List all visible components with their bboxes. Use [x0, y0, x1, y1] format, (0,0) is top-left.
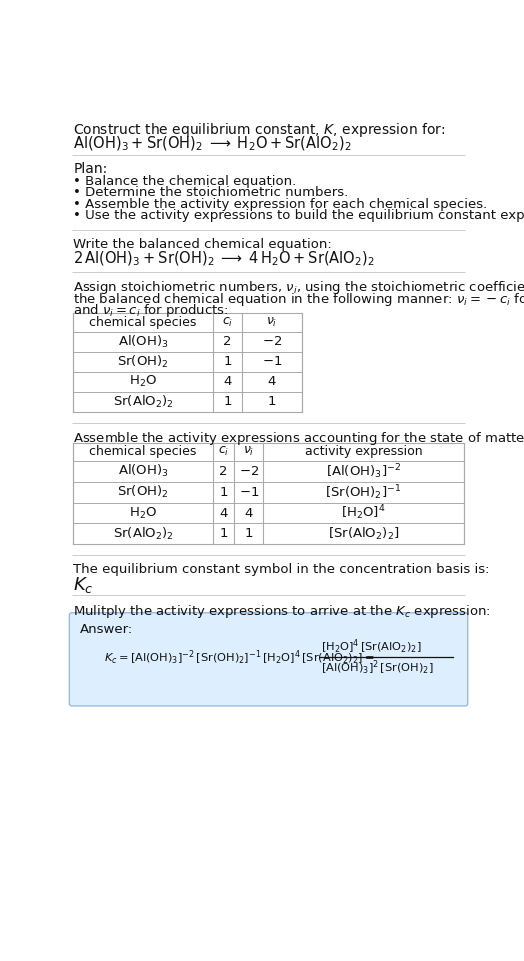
- Text: 2: 2: [220, 465, 228, 478]
- Text: • Determine the stoichiometric numbers.: • Determine the stoichiometric numbers.: [73, 186, 348, 199]
- Text: Assign stoichiometric numbers, $\nu_i$, using the stoichiometric coefficients, $: Assign stoichiometric numbers, $\nu_i$, …: [73, 280, 524, 296]
- Text: 4: 4: [268, 375, 276, 388]
- Text: $\mathrm{H_2O}$: $\mathrm{H_2O}$: [129, 374, 157, 389]
- Text: $\mathrm{Al(OH)_3}$: $\mathrm{Al(OH)_3}$: [117, 333, 168, 350]
- Text: Assemble the activity expressions accounting for the state of matter and $\nu_i$: Assemble the activity expressions accoun…: [73, 431, 524, 447]
- Text: Plan:: Plan:: [73, 162, 107, 176]
- Text: $[\mathrm{Al(OH)_3}]^{2}\,[\mathrm{Sr(OH)_2}]$: $[\mathrm{Al(OH)_3}]^{2}\,[\mathrm{Sr(OH…: [321, 659, 434, 678]
- Text: $-1$: $-1$: [262, 356, 282, 368]
- Text: the balanced chemical equation in the following manner: $\nu_i = -c_i$ for react: the balanced chemical equation in the fo…: [73, 291, 524, 308]
- Text: 4: 4: [223, 375, 232, 388]
- Text: $[\mathrm{H_2O}]^{4}\,[\mathrm{Sr(AlO_2)_2}]$: $[\mathrm{H_2O}]^{4}\,[\mathrm{Sr(AlO_2)…: [321, 637, 422, 655]
- Text: Mulitply the activity expressions to arrive at the $K_c$ expression:: Mulitply the activity expressions to arr…: [73, 603, 491, 620]
- Text: $\mathrm{2\,Al(OH)_3 + Sr(OH)_2 \;\longrightarrow\; 4\,H_2O + Sr(AlO_2)_2}$: $\mathrm{2\,Al(OH)_3 + Sr(OH)_2 \;\longr…: [73, 250, 375, 268]
- Bar: [73, 313, 302, 411]
- Text: $K_c = [\mathrm{Al(OH)_3}]^{-2}\,[\mathrm{Sr(OH)_2}]^{-1}\,[\mathrm{H_2O}]^{4}\,: $K_c = [\mathrm{Al(OH)_3}]^{-2}\,[\mathr…: [104, 648, 375, 667]
- Text: $\mathrm{Sr(OH)_2}$: $\mathrm{Sr(OH)_2}$: [117, 484, 169, 501]
- Text: 1: 1: [220, 528, 228, 540]
- Text: chemical species: chemical species: [89, 316, 196, 329]
- Text: Construct the equilibrium constant, $K$, expression for:: Construct the equilibrium constant, $K$,…: [73, 121, 446, 139]
- Text: and $\nu_i = c_i$ for products:: and $\nu_i = c_i$ for products:: [73, 303, 229, 319]
- Text: $-1$: $-1$: [238, 485, 259, 499]
- Text: $\mathrm{Sr(AlO_2)_2}$: $\mathrm{Sr(AlO_2)_2}$: [113, 394, 173, 409]
- Text: $c_i$: $c_i$: [222, 316, 233, 329]
- Text: $\mathrm{Al(OH)_3 + Sr(OH)_2 \;\longrightarrow\; H_2O + Sr(AlO_2)_2}$: $\mathrm{Al(OH)_3 + Sr(OH)_2 \;\longrigh…: [73, 135, 352, 153]
- Text: $\mathrm{H_2O}$: $\mathrm{H_2O}$: [129, 505, 157, 521]
- Text: $[\mathrm{H_2O}]^{4}$: $[\mathrm{H_2O}]^{4}$: [341, 504, 386, 523]
- Text: 4: 4: [220, 506, 228, 520]
- Text: 2: 2: [223, 335, 232, 348]
- Text: 1: 1: [223, 395, 232, 408]
- Text: 1: 1: [268, 395, 276, 408]
- Text: $-2$: $-2$: [238, 465, 259, 478]
- Text: $-2$: $-2$: [262, 335, 282, 348]
- Text: 1: 1: [223, 356, 232, 368]
- Text: The equilibrium constant symbol in the concentration basis is:: The equilibrium constant symbol in the c…: [73, 563, 490, 576]
- Text: • Assemble the activity expression for each chemical species.: • Assemble the activity expression for e…: [73, 198, 487, 210]
- Text: $[\mathrm{Sr(OH)_2}]^{-1}$: $[\mathrm{Sr(OH)_2}]^{-1}$: [325, 482, 401, 502]
- Text: chemical species: chemical species: [89, 445, 196, 458]
- Text: $[\mathrm{Sr(AlO_2)_2}]$: $[\mathrm{Sr(AlO_2)_2}]$: [328, 526, 399, 542]
- Text: 1: 1: [245, 528, 253, 540]
- Text: 4: 4: [245, 506, 253, 520]
- Text: $K_c$: $K_c$: [73, 575, 94, 595]
- Text: $\nu_i$: $\nu_i$: [243, 445, 255, 458]
- Text: Answer:: Answer:: [80, 623, 133, 636]
- Bar: [73, 443, 464, 544]
- Text: • Balance the chemical equation.: • Balance the chemical equation.: [73, 175, 297, 187]
- Text: $\mathrm{Sr(OH)_2}$: $\mathrm{Sr(OH)_2}$: [117, 354, 169, 370]
- Text: Write the balanced chemical equation:: Write the balanced chemical equation:: [73, 237, 332, 251]
- Text: $\mathrm{Sr(AlO_2)_2}$: $\mathrm{Sr(AlO_2)_2}$: [113, 526, 173, 542]
- Text: activity expression: activity expression: [304, 445, 422, 458]
- FancyBboxPatch shape: [69, 613, 468, 706]
- Text: • Use the activity expressions to build the equilibrium constant expression.: • Use the activity expressions to build …: [73, 209, 524, 222]
- Text: $[\mathrm{Al(OH)_3}]^{-2}$: $[\mathrm{Al(OH)_3}]^{-2}$: [326, 462, 401, 480]
- Text: $c_i$: $c_i$: [218, 445, 229, 458]
- Text: 1: 1: [220, 485, 228, 499]
- Text: $\mathrm{Al(OH)_3}$: $\mathrm{Al(OH)_3}$: [117, 463, 168, 480]
- Text: $\nu_i$: $\nu_i$: [266, 316, 278, 329]
